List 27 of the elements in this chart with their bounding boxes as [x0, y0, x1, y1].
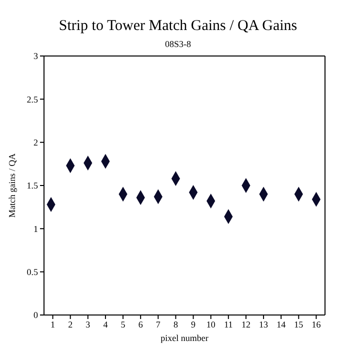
y-axis-title: Match gains / QA: [7, 152, 18, 218]
x-tick-label: 14: [276, 319, 286, 330]
y-tick-label: 2: [34, 138, 38, 148]
x-axis-title: pixel number: [160, 333, 208, 343]
y-tick-label: 2.5: [26, 94, 38, 104]
y-tick-label: 1.5: [26, 180, 38, 191]
x-tick-label: 12: [241, 319, 250, 330]
x-tick-label: 15: [294, 319, 304, 330]
x-tick-label: 6: [138, 319, 144, 330]
x-tick-label: 10: [206, 319, 216, 330]
y-tick-label: 1: [34, 224, 38, 234]
y-tick-label: 0: [34, 310, 38, 320]
x-tick-label: 11: [224, 319, 233, 330]
x-tick-label: 2: [68, 319, 73, 330]
x-tick-label: 3: [86, 319, 91, 330]
x-tick-label: 1: [50, 319, 56, 330]
x-tick-label: 7: [156, 319, 161, 330]
chart-subtitle: 08S3-8: [164, 39, 192, 49]
x-tick-label: 4: [103, 319, 108, 330]
y-tick-label: 3: [34, 51, 38, 62]
chart-title: Strip to Tower Match Gains / QA Gains: [58, 17, 298, 35]
y-tick-label: 0.5: [26, 267, 38, 278]
x-tick-label: 16: [312, 319, 322, 330]
x-tick-label: 9: [191, 319, 196, 330]
x-tick-label: 13: [259, 319, 269, 330]
x-tick-label: 8: [173, 319, 178, 330]
x-tick-label: 5: [120, 319, 126, 330]
